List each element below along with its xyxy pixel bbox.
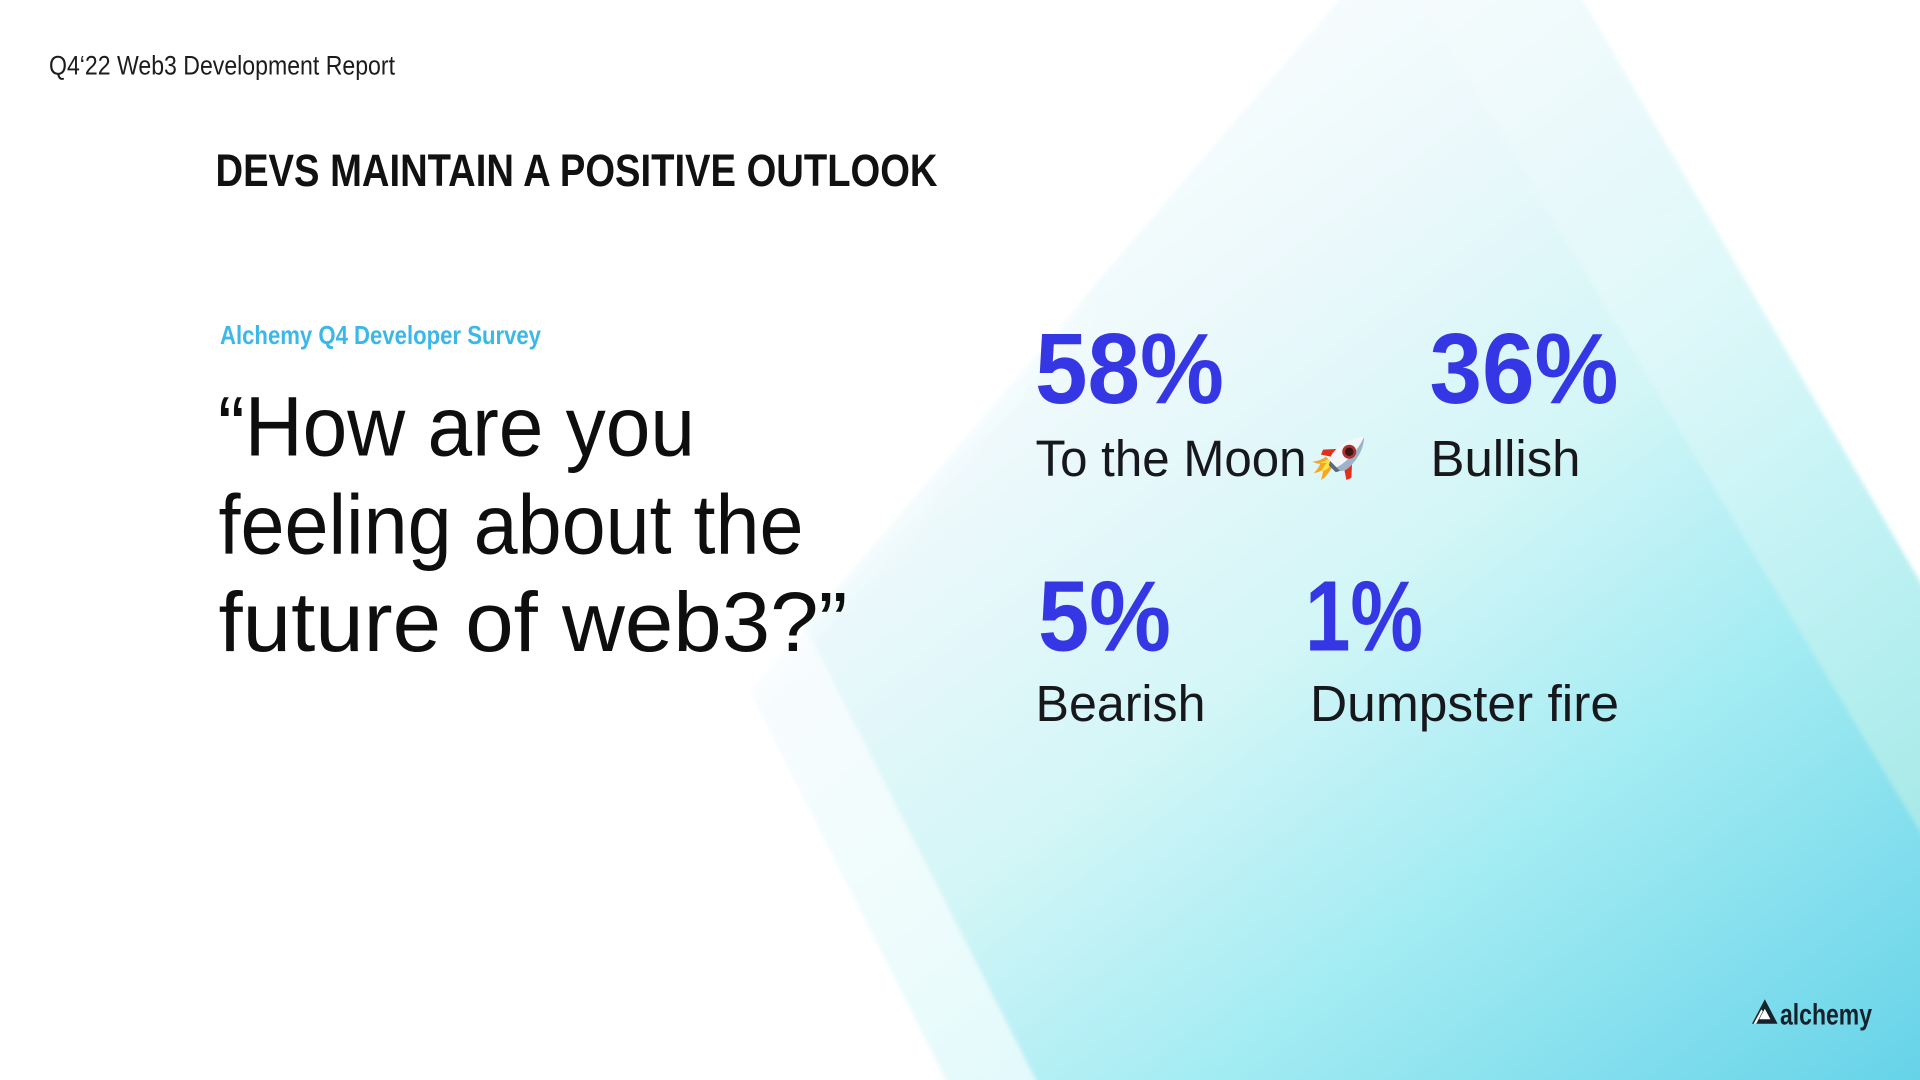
svg-text:58%: 58% — [1035, 313, 1224, 425]
svg-text:DEVS MAINTAIN A POSITIVE OUTLO: DEVS MAINTAIN A POSITIVE OUTLOOK — [216, 145, 938, 196]
svg-text:future of web3?”: future of web3?” — [219, 575, 848, 669]
svg-text:Bearish: Bearish — [1036, 675, 1206, 732]
svg-text:5%: 5% — [1038, 560, 1171, 672]
svg-text:Alchemy Q4 Developer Survey: Alchemy Q4 Developer Survey — [220, 320, 541, 350]
svg-text:“How are you: “How are you — [218, 380, 695, 474]
svg-text:alchemy: alchemy — [1780, 998, 1872, 1031]
svg-text:To the Moon: To the Moon — [1036, 430, 1307, 487]
svg-text:36%: 36% — [1430, 313, 1619, 425]
svg-text:Dumpster fire: Dumpster fire — [1310, 675, 1619, 732]
svg-text:Bullish: Bullish — [1431, 430, 1581, 487]
svg-text:Q4‘22 Web3 Development Report: Q4‘22 Web3 Development Report — [49, 51, 395, 81]
svg-text:1%: 1% — [1305, 560, 1423, 672]
svg-text:feeling about the: feeling about the — [219, 477, 804, 571]
